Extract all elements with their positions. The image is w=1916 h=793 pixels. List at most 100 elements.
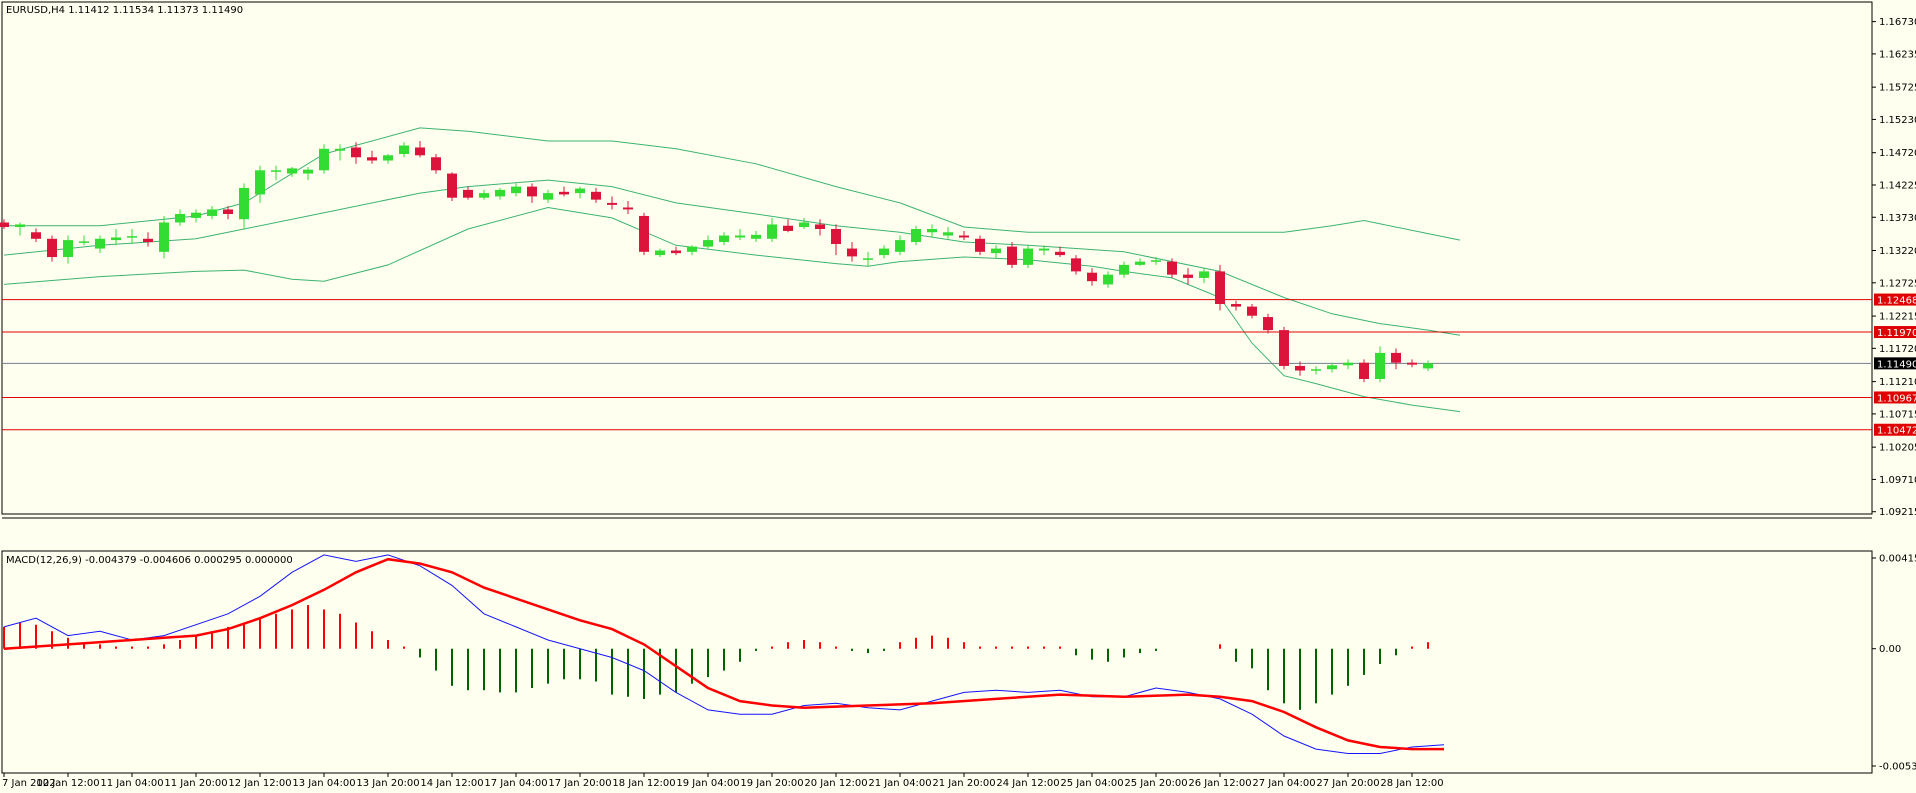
candle-body <box>751 234 761 239</box>
candle-body <box>159 222 169 252</box>
price-axis-label: 1.11210 <box>1879 377 1916 388</box>
time-axis-label: 18 Jan 12:00 <box>612 778 675 789</box>
candle-body <box>111 237 121 241</box>
candle-body <box>47 238 57 258</box>
candle-body <box>271 170 281 172</box>
candle-body <box>1039 248 1049 251</box>
signal-line <box>3 557 1444 751</box>
time-axis-label: 7 Jan 2022 <box>2 778 56 789</box>
candle-body <box>415 147 425 156</box>
candle-body <box>1343 362 1353 366</box>
time-axis-label: 12 Jan 12:00 <box>228 778 291 789</box>
candle-body <box>447 173 457 198</box>
price-axis-label: 1.15725 <box>1879 83 1916 94</box>
candle-body <box>959 235 969 238</box>
candle-body <box>895 240 905 252</box>
candle-body <box>431 157 441 171</box>
candle-body <box>911 229 921 243</box>
candle-body <box>847 248 857 257</box>
candles <box>0 140 1433 383</box>
time-axis-label: 24 Jan 12:00 <box>996 778 1059 789</box>
price-axis-label: 1.09710 <box>1879 475 1916 486</box>
macd-axis-label: 0.004156 <box>1879 554 1916 565</box>
level-price-label: 1.11970 <box>1877 328 1916 339</box>
time-axis-label: 21 Jan 20:00 <box>932 778 995 789</box>
candle-body <box>495 189 505 197</box>
time-axis-label: 27 Jan 20:00 <box>1316 778 1379 789</box>
candle-body <box>207 209 217 216</box>
price-axis-label: 1.14225 <box>1879 180 1916 191</box>
candle-body <box>79 241 89 243</box>
candle-body <box>655 250 665 256</box>
candle-body <box>0 222 9 228</box>
candle-body <box>527 186 537 197</box>
candle-body <box>1007 246 1017 265</box>
price-axis-label: 1.16730 <box>1879 17 1916 28</box>
candle-body <box>95 238 105 249</box>
candle-body <box>1327 365 1337 370</box>
time-axis-label: 11 Jan 20:00 <box>164 778 227 789</box>
time-axis-label: 11 Jan 04:00 <box>100 778 163 789</box>
level-price-label: 1.10967 <box>1877 393 1916 404</box>
candle-body <box>1087 272 1097 282</box>
candle-body <box>319 148 329 171</box>
price-axis: 1.16730 1.16235 1.15725 1.15230 1.14720 1.142… <box>1872 17 1916 518</box>
candle-body <box>799 222 809 228</box>
candle-body <box>575 188 585 194</box>
horizontal-levels[interactable]: 1.12468 1.11970 1.10967 1.10472 1.11490 <box>2 293 1916 437</box>
level-price-tag <box>1874 391 1916 404</box>
bollinger-bands <box>3 127 1461 413</box>
candle-body <box>1071 258 1081 272</box>
candle-body <box>1311 369 1321 371</box>
time-axis-label: 13 Jan 20:00 <box>356 778 419 789</box>
candle-body <box>863 258 873 260</box>
macd-panel-frame <box>1 550 1873 774</box>
candle-body <box>1199 271 1209 278</box>
candle-body <box>255 170 265 195</box>
price-axis-label: 1.15230 <box>1879 115 1916 126</box>
candle-body <box>719 235 729 243</box>
candle-body <box>479 193 489 198</box>
time-axis-label: 17 Jan 20:00 <box>548 778 611 789</box>
candle-body <box>703 240 713 247</box>
price-axis-label: 1.13220 <box>1879 246 1916 257</box>
candle-body <box>671 250 681 254</box>
bid-price-label: 1.11490 <box>1877 359 1916 370</box>
candle-body <box>783 225 793 231</box>
price-axis-label: 1.12215 <box>1879 312 1916 323</box>
candle-body <box>31 232 41 239</box>
candle-body <box>543 193 553 200</box>
candle-body <box>175 214 185 223</box>
candle-body <box>1135 261 1145 265</box>
candle-body <box>367 157 377 161</box>
bollinger-lower-line <box>3 206 1461 413</box>
time-axis-label: 10 Jan 12:00 <box>36 778 99 789</box>
time-axis-label: 20 Jan 12:00 <box>804 778 867 789</box>
candle-body <box>303 169 313 174</box>
candle-body <box>1055 251 1065 256</box>
main-panel-frame <box>1 1 1873 515</box>
symbol-header: EURUSD,H4 1.11412 1.11534 1.11373 1.1149… <box>6 5 243 16</box>
price-axis-label: 1.12725 <box>1879 278 1916 289</box>
bollinger-upper-line <box>4 127 1461 241</box>
level-price-tag <box>1874 326 1916 339</box>
candle-body <box>1023 248 1033 265</box>
candle-body <box>1183 274 1193 278</box>
candle-body <box>1103 274 1113 285</box>
candle-body <box>463 189 473 198</box>
candle-body <box>623 207 633 210</box>
candle-body <box>1423 363 1433 369</box>
candle-body <box>239 187 249 220</box>
candle-body <box>879 248 889 256</box>
macd-line <box>3 554 1445 754</box>
time-axis-label: 27 Jan 04:00 <box>1252 778 1315 789</box>
candle-body <box>1407 362 1417 365</box>
time-axis-label: 21 Jan 04:00 <box>868 778 931 789</box>
macd-header: MACD(12,26,9) -0.004379 -0.004606 0.0002… <box>6 555 293 566</box>
candle-body <box>767 224 777 239</box>
macd-axis-label: 0.00 <box>1879 644 1901 655</box>
candle-body <box>591 191 601 200</box>
time-axis-label: 19 Jan 04:00 <box>676 778 739 789</box>
